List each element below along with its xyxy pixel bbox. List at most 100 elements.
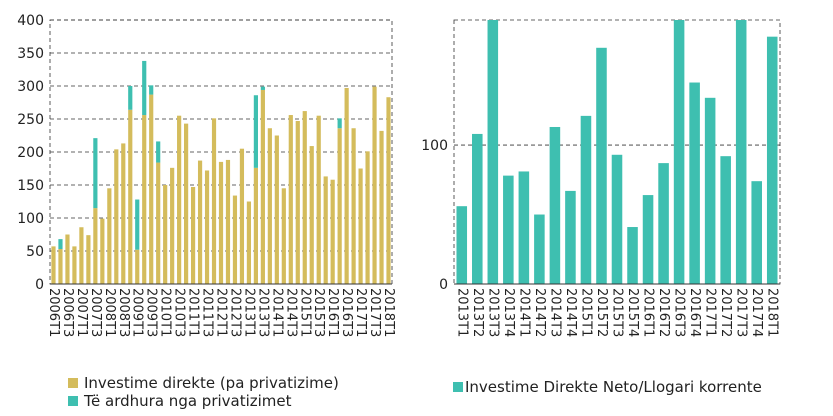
x-tick-label: 2017T2 — [718, 288, 733, 337]
bar — [658, 163, 669, 284]
x-tick-label: 2016T2 — [656, 288, 671, 337]
bar — [344, 87, 349, 284]
legend-label: Investime direkte (pa privatizime) — [84, 374, 339, 392]
bar — [163, 185, 168, 284]
x-tick-label: 2007T1 — [74, 288, 89, 337]
x-tick-label: 2014T4 — [563, 288, 578, 337]
y-tick-label: 0 — [35, 277, 44, 293]
x-tick-label: 2007T3 — [88, 288, 103, 337]
bar — [58, 239, 63, 250]
x-tick-label: 2009T1 — [130, 288, 145, 337]
x-tick-label: 2015T1 — [297, 288, 312, 337]
bar — [503, 175, 514, 284]
x-tick-label: 2006T3 — [60, 288, 75, 337]
bar — [274, 135, 279, 284]
x-tick-label: 2017T1 — [703, 288, 718, 337]
bar — [177, 115, 182, 284]
x-tick-label: 2017T3 — [367, 288, 382, 337]
legend-label: Investime Direkte Neto/Llogari korrente — [465, 378, 762, 396]
bar — [302, 111, 307, 284]
x-tick-label: 2016T4 — [687, 288, 702, 337]
y-tick-label: 200 — [17, 145, 44, 161]
x-tick-label: 2017T3 — [734, 288, 749, 337]
x-tick-label: 2008T1 — [102, 288, 117, 337]
y-tick-label: 250 — [17, 112, 44, 128]
x-tick-label: 2009T3 — [144, 288, 159, 337]
bar — [627, 227, 638, 284]
x-tick-label: 2016T1 — [641, 288, 656, 337]
x-tick-label: 2010T1 — [158, 288, 173, 337]
bar — [611, 154, 623, 284]
bar — [518, 171, 530, 284]
bar — [253, 167, 258, 284]
x-tick-label: 2014T2 — [532, 288, 547, 337]
x-tick-label: 2014T3 — [283, 288, 298, 337]
bar — [232, 195, 238, 284]
bar — [379, 130, 384, 284]
bar — [580, 115, 592, 284]
bar — [128, 109, 133, 284]
x-tick-label: 2015T3 — [311, 288, 326, 337]
x-tick-label: 2015T1 — [578, 288, 593, 337]
bar — [121, 143, 126, 284]
y-tick-label: 100 — [421, 138, 448, 154]
legend-chart-2: Investime Direkte Neto/Llogari korrente — [453, 378, 762, 396]
bar — [689, 82, 700, 285]
x-tick-label: 2014T1 — [269, 288, 284, 337]
x-tick-label: 2016T3 — [672, 288, 687, 337]
bar — [135, 199, 140, 250]
bar — [156, 162, 161, 284]
legend-swatch — [68, 378, 78, 388]
bar — [239, 148, 245, 284]
x-tick-label: 2008T3 — [116, 288, 131, 337]
bar — [358, 168, 363, 284]
bar — [337, 118, 342, 129]
x-tick-label: 2013T4 — [501, 288, 516, 337]
x-tick-label: 2015T4 — [625, 288, 640, 337]
bar — [642, 195, 654, 284]
x-tick-label: 2014T1 — [516, 288, 531, 337]
bar — [386, 97, 391, 284]
bar — [323, 176, 328, 284]
bar — [288, 115, 293, 284]
legend-item: Investime direkte (pa privatizime) — [68, 374, 339, 392]
x-tick-label: 2010T3 — [172, 288, 187, 337]
legend-label: Të ardhura nga privatizimet — [84, 392, 292, 410]
bar — [487, 20, 499, 284]
x-tick-label: 2015T2 — [594, 288, 609, 337]
bar — [534, 214, 545, 284]
bar — [79, 227, 84, 284]
bar — [100, 218, 105, 284]
bar — [58, 249, 63, 284]
bar — [365, 151, 370, 284]
x-tick-label: 2006T1 — [46, 288, 61, 337]
bar — [456, 206, 468, 284]
x-tick-label: 2013T1 — [454, 288, 469, 337]
bar — [351, 128, 356, 284]
bar — [225, 159, 231, 284]
x-tick-label: 2016T3 — [339, 288, 354, 337]
bar — [135, 249, 140, 284]
y-tick-label: 350 — [17, 46, 44, 62]
bar — [142, 60, 147, 116]
x-tick-label: 2018T1 — [765, 288, 780, 337]
x-tick-label: 2011T1 — [186, 288, 201, 337]
x-tick-label: 2013T2 — [470, 288, 485, 337]
y-tick-label: 400 — [17, 13, 44, 29]
bar — [720, 156, 731, 284]
x-tick-label: 2017T1 — [353, 288, 368, 337]
bar — [149, 94, 154, 284]
bar — [253, 95, 258, 168]
chart-investime-llogari-korrente: 0 100 2013T1 2013T2 2013T3 2013T4 2014T1 2014T2… — [421, 19, 781, 337]
bar — [596, 47, 607, 284]
bar — [267, 128, 272, 284]
x-tick-label: 2013T3 — [255, 288, 270, 337]
bar — [190, 186, 196, 284]
chart-investime-direkte: 0501001502002503003504002006T12006T32007… — [17, 13, 396, 337]
bar — [128, 86, 133, 110]
bar — [149, 85, 154, 95]
x-tick-label: 2015T3 — [610, 288, 625, 337]
x-tick-label: 2012T3 — [227, 288, 242, 337]
